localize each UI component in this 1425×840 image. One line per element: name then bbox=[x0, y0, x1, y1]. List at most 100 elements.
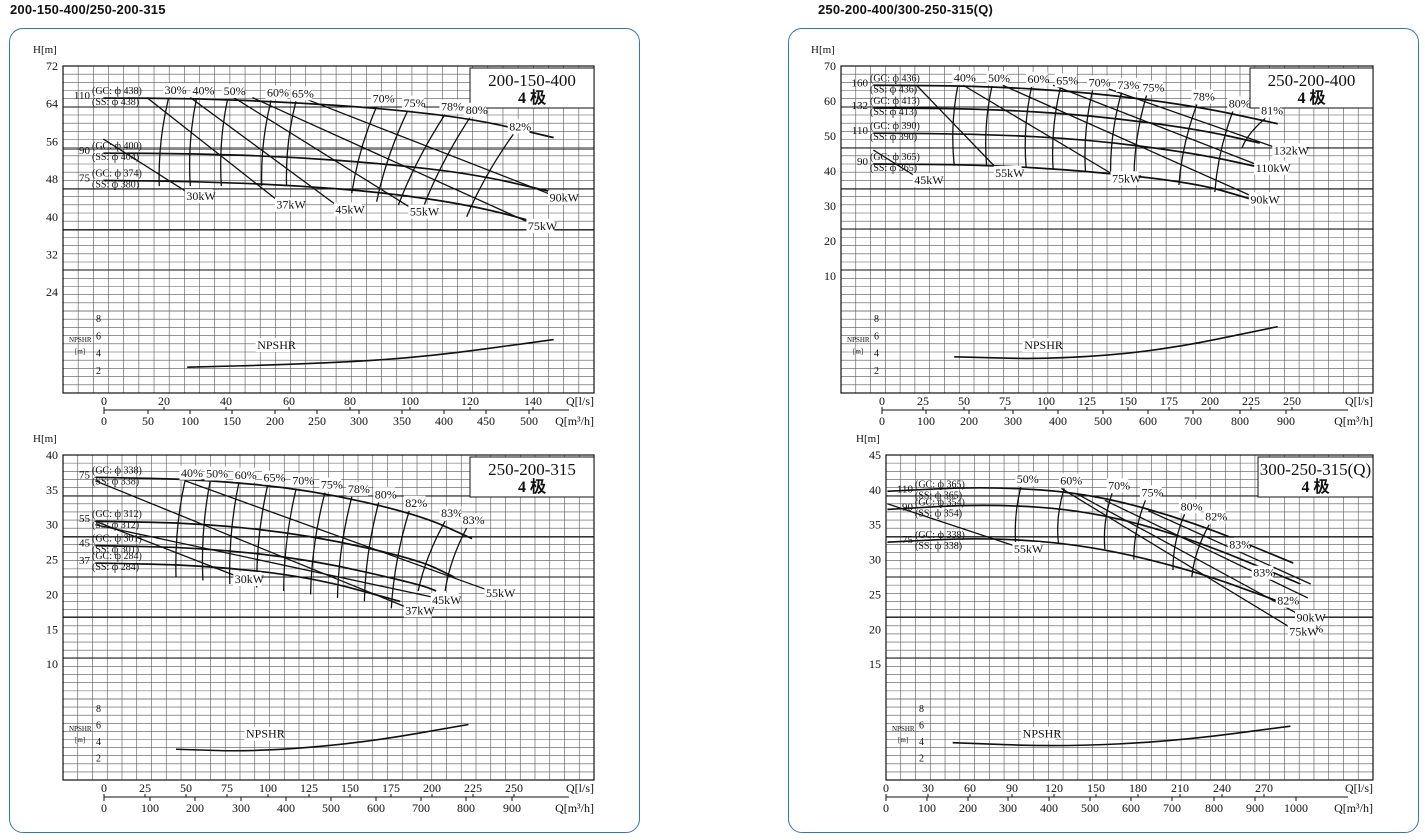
impeller-ss: (SS: ф 365) bbox=[915, 490, 962, 501]
impeller-power: 75 bbox=[902, 534, 914, 546]
npsh-axis-label: NPSHR bbox=[69, 336, 92, 344]
h-axis-label: H[m] bbox=[33, 44, 57, 56]
efficiency-label: 70% bbox=[292, 473, 314, 487]
impeller-ss: (SS: ф 338) bbox=[915, 541, 962, 552]
q-m3h-tick: 500 bbox=[322, 801, 340, 815]
efficiency-line-9 bbox=[1214, 111, 1234, 193]
impeller-ss: (SS: ф 413) bbox=[870, 107, 917, 118]
q-m3h-tick: 50 bbox=[142, 414, 154, 428]
impeller-gc: (GC: ф 400) bbox=[92, 141, 142, 152]
q-ls-tick: 150 bbox=[1087, 781, 1105, 795]
impeller-ss: (SS: ф 390) bbox=[870, 132, 917, 143]
npsh-tick: 4 bbox=[96, 737, 101, 748]
q-ls-tick: 30 bbox=[922, 781, 934, 795]
efficiency-label: 40% bbox=[193, 84, 215, 98]
efficiency-line-3 bbox=[229, 482, 240, 584]
q-ls-tick: 40 bbox=[220, 394, 232, 408]
model-title-box bbox=[469, 456, 595, 498]
power-line-1 bbox=[873, 149, 919, 179]
power-label-bg bbox=[1272, 143, 1307, 158]
efficiency-label: 83% bbox=[463, 513, 485, 527]
efficiency-label-bg bbox=[290, 473, 313, 488]
efficiency-label-bg bbox=[1087, 75, 1109, 90]
power-label-bg bbox=[548, 190, 577, 205]
power-label-bg bbox=[912, 173, 941, 187]
impeller-gc: (GC: ф 374) bbox=[92, 168, 142, 179]
efficiency-label-bg bbox=[1259, 103, 1282, 118]
efficiency-label-bg bbox=[439, 99, 462, 114]
q-ls-tick: 210 bbox=[1171, 781, 1189, 795]
power-label: 132kW bbox=[1274, 143, 1310, 157]
efficiency-label-bg bbox=[952, 70, 975, 85]
efficiency-line-4 bbox=[1051, 88, 1061, 170]
power-line-1 bbox=[887, 503, 1019, 548]
efficiency-line-10 bbox=[1241, 118, 1266, 149]
power-label-bg bbox=[993, 166, 1022, 180]
q-m3h-tick: 500 bbox=[1081, 801, 1099, 815]
power-label-bg bbox=[1248, 192, 1277, 207]
q-ls-tick: 120 bbox=[1045, 781, 1063, 795]
impeller-gc: (GC: ф 284) bbox=[92, 551, 142, 562]
efficiency-label-bg bbox=[1251, 565, 1274, 580]
hq-curve-2 bbox=[103, 152, 554, 194]
efficiency-line-7 bbox=[1133, 95, 1148, 179]
hq-curve-3 bbox=[887, 537, 1280, 603]
model-title-box bbox=[469, 67, 595, 109]
q-m3h-tick: 400 bbox=[435, 414, 453, 428]
q-ls-tick: 90 bbox=[1006, 781, 1018, 795]
efficiency-line-1 bbox=[175, 480, 186, 578]
efficiency-label: 80% bbox=[466, 103, 488, 117]
impeller-power: 132 bbox=[852, 100, 869, 112]
efficiency-label-bg bbox=[346, 481, 369, 496]
h-tick: 24 bbox=[46, 285, 58, 299]
q-m3h-tick: 100 bbox=[181, 414, 199, 428]
efficiency-label-bg bbox=[1054, 73, 1077, 88]
q-m3h-tick: 600 bbox=[367, 801, 385, 815]
q-m3h-tick: 200 bbox=[960, 414, 978, 428]
power-label: 30kW bbox=[235, 572, 265, 586]
q-ls-tick: 0 bbox=[883, 781, 889, 795]
poles-label: 4 极 bbox=[518, 477, 547, 496]
q-m3h-tick: 900 bbox=[1277, 414, 1295, 428]
model-title: 250-200-315 bbox=[488, 460, 576, 479]
efficiency-line-4 bbox=[1133, 500, 1147, 560]
impeller-ss: (SS: ф 301) bbox=[92, 545, 139, 556]
impeller-ss: (SS: ф 404) bbox=[92, 152, 139, 163]
efficiency-label-bg bbox=[1179, 499, 1201, 514]
q-m3h-tick: 200 bbox=[186, 801, 204, 815]
npsh-axis-unit: [m] bbox=[75, 736, 85, 744]
q-ls-tick: 50 bbox=[958, 394, 970, 408]
q-m3h-tick: 200 bbox=[959, 801, 977, 815]
npsh-tick: 4 bbox=[919, 737, 924, 748]
power-line-4 bbox=[233, 97, 415, 211]
q-ls-tick: 125 bbox=[300, 781, 318, 795]
power-label-bg bbox=[526, 218, 555, 233]
q-m3h-tick: 0 bbox=[883, 801, 889, 815]
power-label: 55kW bbox=[1014, 542, 1044, 556]
efficiency-line-8 bbox=[1178, 104, 1198, 186]
power-label: 45kW bbox=[914, 173, 944, 187]
efficiency-line-5 bbox=[283, 488, 297, 591]
q-ls-tick: 225 bbox=[1242, 394, 1260, 408]
power-label-bg bbox=[274, 197, 303, 212]
h-tick: 20 bbox=[824, 234, 836, 248]
efficiency-line-10 bbox=[417, 520, 446, 592]
impeller-gc: (GC: ф 354) bbox=[915, 497, 965, 508]
efficiency-line-10 bbox=[466, 133, 514, 218]
efficiency-label: 82% bbox=[1277, 594, 1299, 608]
q-m3h-tick: 200 bbox=[266, 414, 284, 428]
npsh-tick: 6 bbox=[96, 721, 101, 732]
impeller-power: 90 bbox=[857, 156, 869, 168]
q-ls-unit: Q[l/s] bbox=[566, 394, 594, 408]
efficiency-label-bg bbox=[1141, 80, 1163, 95]
npshr-label: NPSHR bbox=[1023, 727, 1062, 741]
power-label: 55kW bbox=[410, 205, 440, 219]
efficiency-label: 80% bbox=[1181, 499, 1203, 513]
h-tick: 45 bbox=[869, 448, 881, 462]
h-tick: 40 bbox=[869, 483, 881, 497]
efficiency-label: 83% bbox=[1229, 538, 1251, 552]
hq-curve-4 bbox=[873, 163, 1252, 200]
h-tick: 40 bbox=[46, 448, 58, 462]
